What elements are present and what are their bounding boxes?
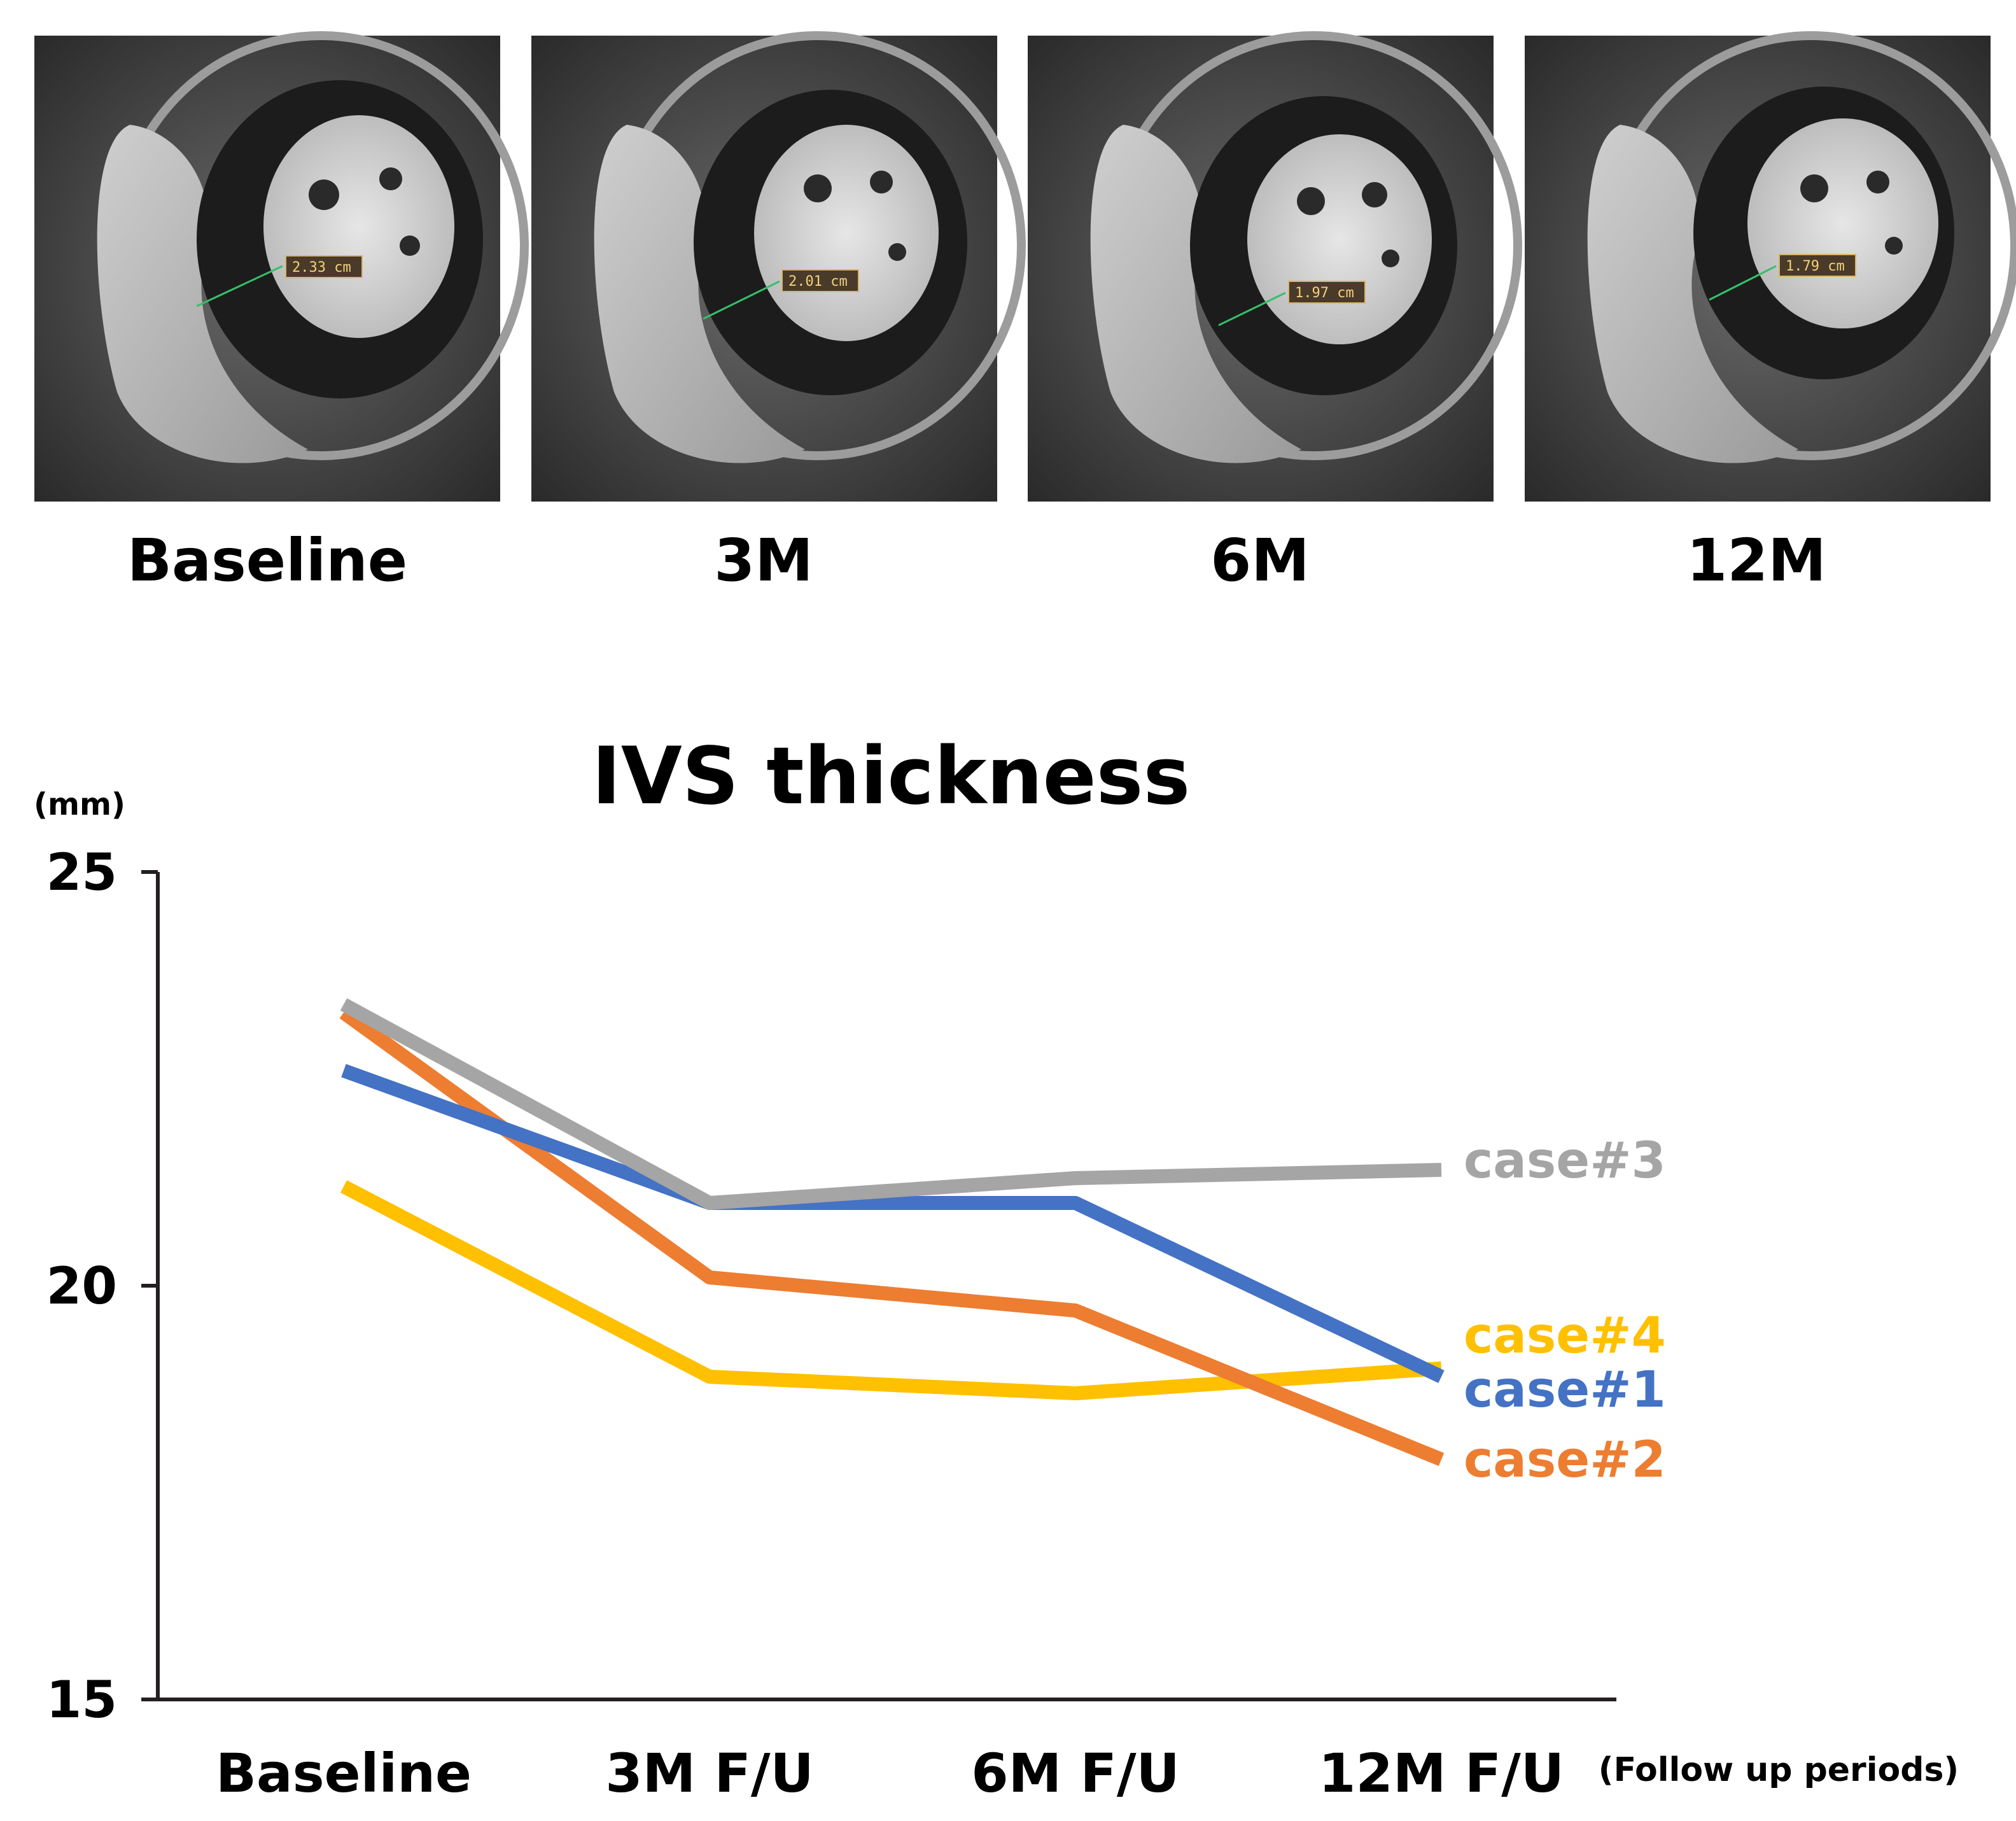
lv-cavity bbox=[263, 115, 454, 338]
y-tick-label: 25 bbox=[46, 843, 117, 902]
papillary-muscle bbox=[1297, 187, 1325, 215]
lv-cavity bbox=[754, 125, 939, 341]
papillary-muscle bbox=[870, 171, 893, 193]
measurement-line bbox=[196, 265, 283, 307]
x-axis-title: (Follow up periods) bbox=[1599, 1751, 1959, 1789]
papillary-muscle bbox=[888, 243, 906, 261]
papillary-muscle bbox=[1885, 237, 1903, 255]
measurement-value: 2.01 cm bbox=[788, 274, 848, 290]
series-lines bbox=[339, 998, 1445, 1466]
papillary-muscle bbox=[1866, 171, 1889, 193]
papillary-muscle bbox=[379, 167, 402, 190]
mri-panel-3m: 2.01 cm bbox=[531, 31, 1026, 502]
measurement-box bbox=[1779, 254, 1856, 277]
mri-panel-baseline: 2.33 cm bbox=[34, 31, 529, 502]
right-ventricle bbox=[97, 125, 308, 463]
mri-label-6m: 6M bbox=[1210, 526, 1310, 594]
papillary-muscle bbox=[400, 236, 420, 256]
papillary-muscle bbox=[804, 174, 832, 202]
lv-cavity bbox=[1247, 134, 1432, 344]
mri-label-12m: 12M bbox=[1686, 526, 1826, 594]
x-tick-label: Baseline bbox=[216, 1742, 472, 1804]
measurement-line bbox=[703, 280, 780, 320]
x-axis-labels: Baseline 3M F/U 6M F/U 12M F/U bbox=[216, 1742, 1564, 1804]
series-line-case3 bbox=[340, 998, 1442, 1210]
right-ventricle bbox=[594, 125, 805, 463]
series-line-case1 bbox=[341, 1064, 1445, 1383]
right-ventricle bbox=[1090, 125, 1301, 463]
x-tick-label: 3M F/U bbox=[605, 1742, 814, 1804]
series-line-case2 bbox=[339, 1007, 1445, 1466]
mri-row: 2.33 cm 2.01 cm 1.97 cm bbox=[34, 31, 2016, 502]
series-labels: case#1 case#2 case#3 case#4 bbox=[1464, 1132, 1666, 1489]
mri-panel-12m: 1.79 cm bbox=[1525, 31, 2016, 502]
series-label-case1: case#1 bbox=[1464, 1361, 1666, 1419]
x-tick-label: 6M F/U bbox=[971, 1742, 1180, 1804]
lv-cavity bbox=[1747, 118, 1938, 328]
y-axis-unit-label: (mm) bbox=[34, 787, 125, 822]
chart-title: IVS thickness bbox=[592, 731, 1191, 822]
measurement-value: 2.33 cm bbox=[292, 260, 351, 276]
mri-label-baseline: Baseline bbox=[127, 526, 407, 594]
x-tick-label: 12M F/U bbox=[1319, 1742, 1564, 1804]
measurement-box bbox=[781, 269, 859, 292]
measurement-value: 1.79 cm bbox=[1786, 258, 1845, 274]
y-ticks: 15 20 25 bbox=[46, 843, 158, 1729]
y-tick-label: 20 bbox=[46, 1256, 117, 1316]
series-label-case4: case#4 bbox=[1464, 1307, 1666, 1365]
papillary-muscle bbox=[1362, 182, 1387, 207]
papillary-muscle bbox=[1800, 174, 1828, 202]
mri-panel-6m: 1.97 cm bbox=[1028, 31, 1522, 502]
y-tick-label: 15 bbox=[46, 1670, 117, 1729]
mri-label-3m: 3M bbox=[714, 526, 813, 594]
line-chart: IVS thickness (mm) 15 20 25 Baseline 3M F/U… bbox=[34, 731, 1959, 1804]
series-label-case2: case#2 bbox=[1464, 1431, 1666, 1489]
papillary-muscle bbox=[309, 179, 339, 210]
papillary-muscle bbox=[1382, 250, 1399, 267]
series-label-case3: case#3 bbox=[1464, 1132, 1666, 1190]
measurement-line bbox=[1709, 265, 1777, 301]
measurement-box bbox=[285, 255, 363, 278]
measurement-value: 1.97 cm bbox=[1295, 285, 1354, 301]
measurement-line bbox=[1218, 292, 1286, 327]
right-ventricle bbox=[1587, 125, 1798, 463]
measurement-box bbox=[1288, 281, 1366, 304]
